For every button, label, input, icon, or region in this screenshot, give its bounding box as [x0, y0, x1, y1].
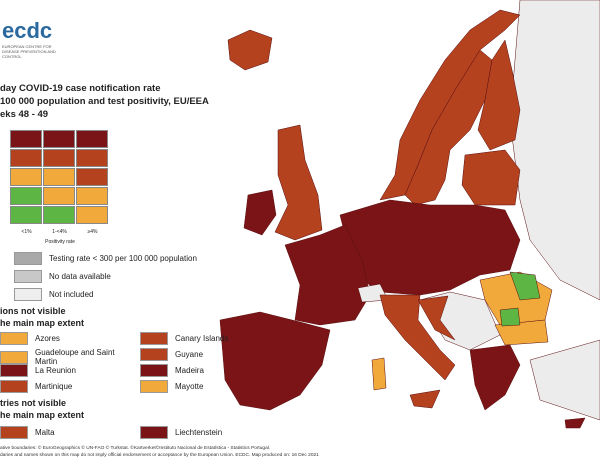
legend-label: Guyane: [175, 350, 204, 359]
legend-item: Canary Islands: [140, 332, 250, 345]
x-label: <1%: [21, 229, 32, 235]
swatch: [14, 252, 42, 265]
title-line: 100 000 population and test positivity, …: [0, 96, 209, 107]
matrix-cell: [76, 206, 108, 224]
ireland: [243, 189, 277, 236]
x-title: Positivity rate: [45, 239, 75, 245]
legend-item: Guyane: [140, 348, 250, 361]
legend-label: No data available: [49, 272, 111, 281]
swatch: [0, 332, 28, 345]
croatia: [417, 295, 456, 341]
swatch: [0, 364, 28, 377]
bulgaria: [494, 319, 549, 346]
section-heading: he main map extent: [0, 410, 85, 420]
matrix-cell: [10, 187, 42, 205]
matrix-cell: [43, 130, 75, 148]
legend-item: Martinique: [0, 380, 125, 393]
matrix-cell: [43, 149, 75, 167]
matrix-cell: [43, 187, 75, 205]
greece: [469, 344, 521, 411]
matrix-cell: [10, 168, 42, 186]
legend-label: Guadeloupe and Saint Martin: [35, 348, 115, 366]
footer-line: ative boundaries: © EuroGeographics © UN…: [0, 446, 271, 451]
logo: ecdc: [2, 18, 53, 43]
romania-green: [509, 271, 541, 301]
swatch: [0, 380, 28, 393]
legend-item: La Reunion: [0, 364, 125, 377]
swatch: [140, 380, 168, 393]
section-heading: he main map extent: [0, 318, 85, 328]
footer-line: daries and names shown on this map do no…: [0, 453, 319, 458]
finland: [477, 39, 521, 151]
russia: [509, 0, 600, 301]
title: day COVID-19 case notification rate 100 0…: [0, 82, 209, 121]
swatch: [14, 270, 42, 283]
matrix-cell: [76, 149, 108, 167]
matrix-cell: [76, 130, 108, 148]
legend-label: Martinique: [35, 382, 73, 391]
france: [284, 224, 371, 326]
legend-item: Guadeloupe and Saint Martin: [0, 348, 125, 366]
matrix-cell: [76, 187, 108, 205]
section-heading: tries not visible: [0, 398, 67, 408]
matrix-cell: [43, 168, 75, 186]
legend-label: Liechtenstein: [175, 428, 223, 437]
legend-label: Madeira: [175, 366, 204, 375]
iberia: [219, 311, 331, 411]
legend-label: La Reunion: [35, 366, 76, 375]
matrix-cell: [10, 149, 42, 167]
swatch: [0, 426, 28, 439]
logo-subtext: EUROPEAN CENTRE FOR DISEASE PREVENTION A…: [2, 44, 56, 59]
legend-label: Mayotte: [175, 382, 204, 391]
title-line: day COVID-19 case notification rate: [0, 83, 161, 94]
matrix-cell: [43, 206, 75, 224]
italy: [379, 294, 456, 381]
uk: [274, 124, 323, 241]
turkey: [529, 339, 600, 421]
swatch: [14, 288, 42, 301]
legend-label: Not included: [49, 290, 94, 299]
sardinia: [371, 357, 387, 391]
x-label: ≥4%: [87, 229, 98, 235]
swatch: [140, 364, 168, 377]
legend-item: Mayotte: [140, 380, 250, 393]
legend-item: Madeira: [140, 364, 250, 377]
baltics: [461, 149, 521, 206]
legend-label: Malta: [35, 428, 55, 437]
legend-item: Testing rate < 300 per 100 000 populatio…: [14, 252, 204, 265]
matrix-cell: [10, 206, 42, 224]
legend-item: No data available: [14, 270, 204, 283]
legend-item: Malta: [0, 426, 125, 439]
matrix-cell: [76, 168, 108, 186]
legend-label: Canary Islands: [175, 334, 229, 343]
legend-label: Testing rate < 300 per 100 000 populatio…: [49, 254, 197, 263]
swatch: [140, 332, 168, 345]
section-heading: ions not visible: [0, 306, 66, 316]
x-label: 1-<4%: [52, 229, 67, 235]
iceland: [227, 29, 273, 71]
swatch: [140, 426, 168, 439]
matrix-cell: [10, 130, 42, 148]
legend-item: Not included: [14, 288, 204, 301]
legend-item: Liechtenstein: [140, 426, 265, 439]
cyprus: [564, 417, 586, 429]
swatch: [140, 348, 168, 361]
swatch: [0, 350, 28, 364]
legend-item: Azores: [0, 332, 125, 345]
bulgaria-green: [499, 307, 521, 327]
title-line: eks 48 - 49: [0, 109, 49, 120]
legend-label: Azores: [35, 334, 60, 343]
sicily: [409, 389, 441, 409]
